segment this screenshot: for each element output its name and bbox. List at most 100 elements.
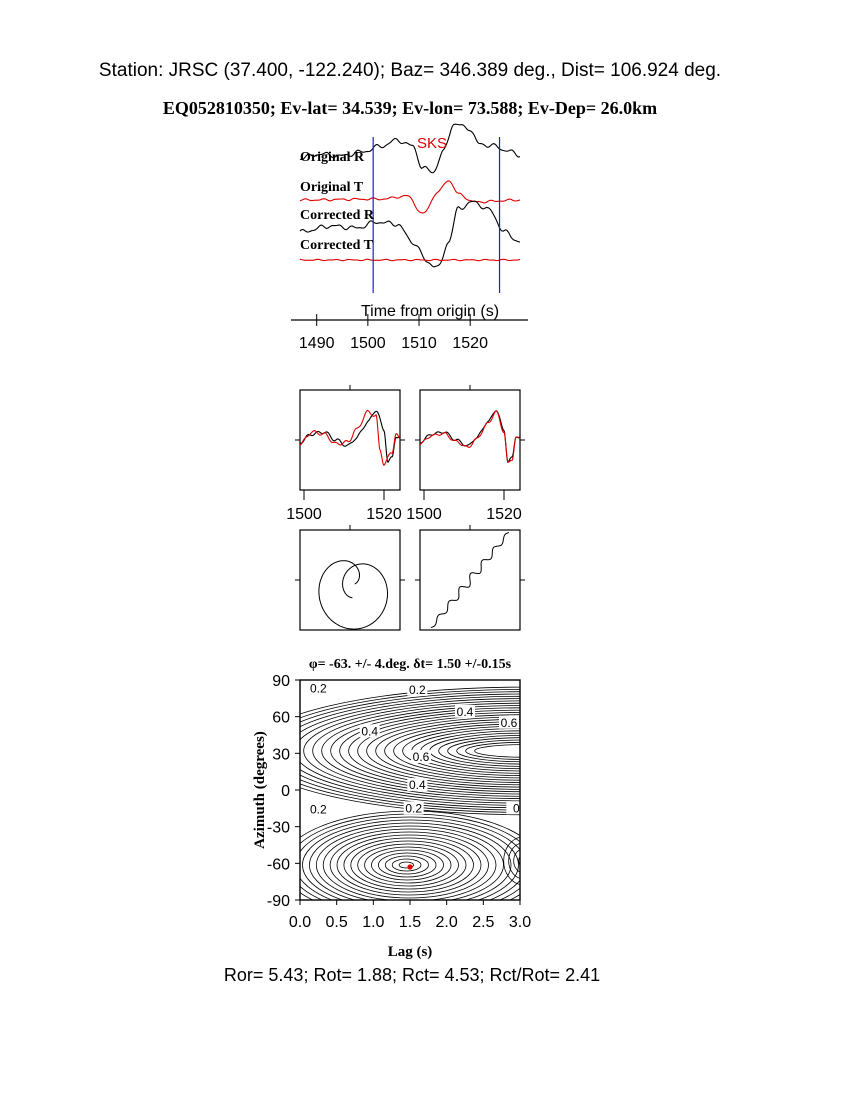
energy-contour-upper bbox=[300, 698, 520, 804]
azimuth-axis-label: Azimuth (degrees) bbox=[252, 731, 268, 849]
energy-contour-upper bbox=[420, 730, 520, 772]
time-tick-label: 1510 bbox=[401, 335, 437, 352]
contour-label-bg bbox=[407, 778, 428, 792]
energy-contour-upper bbox=[303, 700, 520, 802]
contour-label: 0 bbox=[513, 801, 520, 815]
particle-motion-panel-corrected bbox=[415, 525, 525, 631]
trace-label-corrected-r: Corrected R bbox=[300, 208, 375, 223]
azimuth-tick-label: 60 bbox=[272, 710, 290, 727]
energy-contour-upper bbox=[465, 741, 520, 760]
contour-label: 0.2 bbox=[310, 682, 327, 696]
overlay-tick-label: 1500 bbox=[406, 506, 442, 523]
energy-contour-upper bbox=[300, 693, 520, 809]
energy-contour-edge bbox=[518, 856, 520, 866]
overlay-tick-label: 1520 bbox=[366, 506, 402, 523]
contour-label-bg bbox=[499, 715, 519, 729]
particle-motion-original bbox=[318, 560, 388, 630]
contour-label-bg bbox=[308, 681, 329, 695]
lag-tick-label: 2.0 bbox=[436, 914, 458, 931]
contour-panel: φ= -63. +/- 4.deg. δt= 1.50 +/-0.15s 0.2… bbox=[252, 657, 531, 960]
energy-contour-upper bbox=[366, 716, 520, 786]
contour-label: 0.6 bbox=[501, 716, 518, 730]
energy-contour-upper bbox=[300, 686, 520, 816]
overlay-trace-red bbox=[299, 409, 401, 466]
contour-label: 0.2 bbox=[310, 803, 327, 817]
seismogram-panel: SKS Original R Original T Corrected R Co… bbox=[291, 123, 528, 352]
energy-contour-upper bbox=[357, 714, 520, 788]
contour-label-bg bbox=[308, 802, 329, 816]
lag-tick-label: 1.0 bbox=[362, 914, 384, 931]
overlay-traces-original bbox=[299, 409, 401, 466]
particle-ticks-original bbox=[295, 525, 405, 581]
lag-tick-label: 3.0 bbox=[509, 914, 531, 931]
azimuth-tick-label: 90 bbox=[272, 673, 290, 690]
phase-label: SKS bbox=[417, 135, 447, 152]
energy-contour-upper bbox=[438, 735, 520, 767]
energy-contour-lower bbox=[357, 843, 459, 887]
overlay-trace-red bbox=[419, 410, 521, 463]
ratios-footer: Ror= 5.43; Rot= 1.88; Rct= 4.53; Rct/Rot… bbox=[224, 965, 600, 985]
azimuth-tick-label: -30 bbox=[267, 820, 290, 837]
best-fit-marker bbox=[407, 864, 413, 870]
energy-contour-upper bbox=[384, 721, 520, 781]
energy-contour-upper bbox=[474, 744, 520, 758]
energy-contour-lower bbox=[378, 852, 437, 878]
energy-contour-lower bbox=[384, 855, 429, 875]
energy-contour-lower bbox=[350, 840, 467, 890]
particle-ticks-corrected bbox=[415, 525, 525, 581]
trace-corrected-r bbox=[299, 200, 521, 268]
contour-label-bg bbox=[411, 750, 431, 763]
contour-label: 0.2 bbox=[409, 683, 426, 697]
trace-label-original-r: Original R bbox=[300, 150, 365, 165]
energy-contour-upper bbox=[339, 709, 520, 793]
overlay-tick-label: 1520 bbox=[486, 506, 522, 523]
window-markers bbox=[372, 137, 501, 293]
energy-contour-upper bbox=[348, 712, 520, 790]
azimuth-tick-label: -60 bbox=[267, 856, 290, 873]
event-header: EQ052810350; Ev-lat= 34.539; Ev-lon= 73.… bbox=[163, 98, 657, 118]
lag-tick-label: 0.0 bbox=[289, 914, 311, 931]
time-tick-label: 1520 bbox=[452, 335, 488, 352]
contour-label-bg bbox=[506, 801, 527, 815]
energy-contour-lower bbox=[398, 861, 414, 869]
contour-axis-ticks: 0.0 0.5 1.0 1.5 2.0 2.5 3.0 90 60 30 0 -30 -60 -90 bbox=[267, 673, 531, 931]
overlay-panel-corrected: 1500 1520 bbox=[406, 385, 525, 523]
energy-contour-lower bbox=[329, 831, 489, 899]
energy-contour-edge bbox=[503, 836, 520, 885]
trace-corrected-t bbox=[299, 258, 521, 262]
energy-contour-upper bbox=[375, 718, 520, 783]
overlay-ticks-corrected: 1500 1520 bbox=[406, 385, 525, 523]
energy-contour-lower bbox=[309, 822, 512, 900]
energy-contour-upper bbox=[402, 725, 520, 776]
energy-contour-upper bbox=[429, 732, 520, 770]
contour-labels: 0.2 0.2 0.4 0.6 0.4 0.6 0.4 0.2 0.2 0 bbox=[308, 681, 527, 817]
particle-motion-corrected bbox=[430, 532, 510, 628]
energy-contour-lower bbox=[322, 828, 497, 900]
contour-label: 0.4 bbox=[457, 705, 474, 719]
energy-contour-upper bbox=[300, 689, 520, 813]
seismogram-traces bbox=[299, 123, 521, 268]
splitting-parameters-title: φ= -63. +/- 4.deg. δt= 1.50 +/-0.15s bbox=[309, 657, 512, 672]
energy-contour-upper bbox=[447, 737, 520, 765]
lag-tick-label: 1.5 bbox=[399, 914, 421, 931]
energy-contour-upper bbox=[300, 691, 520, 811]
energy-contour-upper bbox=[321, 705, 520, 797]
overlay-trace-black bbox=[299, 410, 401, 464]
trace-label-corrected-t: Corrected T bbox=[300, 238, 374, 253]
azimuth-tick-label: 30 bbox=[272, 746, 290, 763]
trace-original-t bbox=[299, 180, 521, 214]
energy-contour-lower bbox=[343, 837, 474, 893]
overlay-traces-corrected bbox=[419, 410, 521, 464]
energy-contour-lower bbox=[302, 819, 519, 900]
contour-label-bg bbox=[407, 682, 428, 696]
contour-label-bg bbox=[403, 801, 424, 815]
energy-contour-lower bbox=[364, 846, 452, 884]
azimuth-tick-label: -90 bbox=[267, 893, 290, 910]
energy-contour-upper bbox=[330, 707, 520, 795]
overlay-panel-original: 1500 1520 bbox=[286, 385, 405, 523]
energy-contour-lower bbox=[371, 849, 444, 881]
energy-contour-upper bbox=[411, 728, 520, 774]
time-tick-label: 1500 bbox=[350, 335, 386, 352]
contour-label-bg bbox=[359, 724, 380, 738]
